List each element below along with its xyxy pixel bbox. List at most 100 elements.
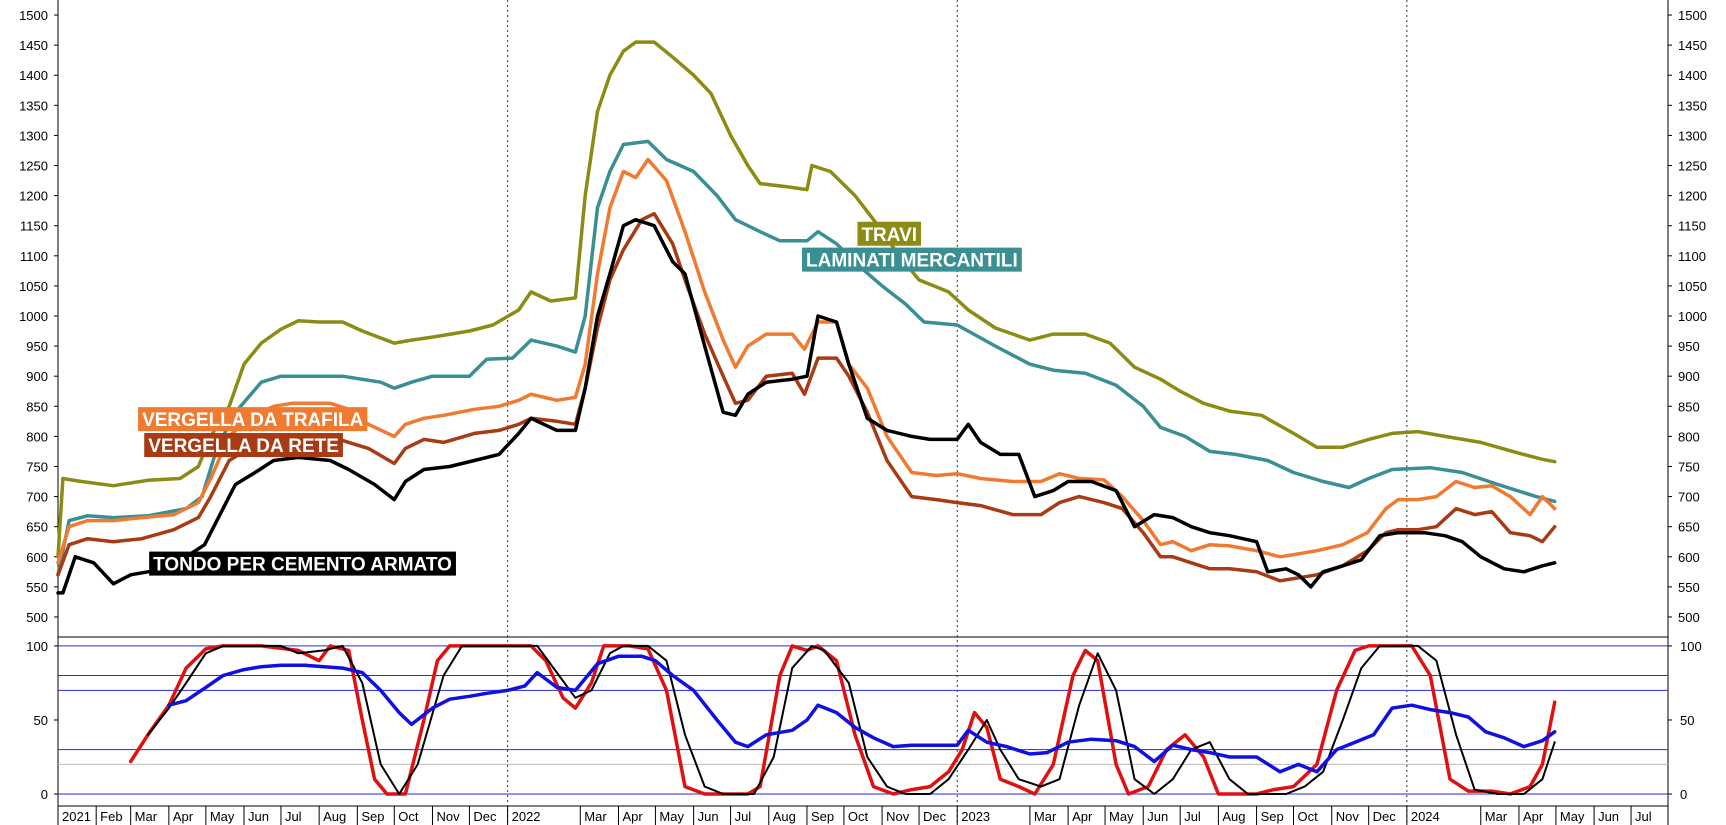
indicator-panel-y-axis: 0 0 50 50 100 100	[26, 639, 1701, 802]
y-tick-label: 1500	[19, 8, 48, 23]
y-tick-label-right: 1500	[1678, 8, 1707, 23]
x-tick-label: Mar	[1485, 809, 1508, 824]
y-tick-label: 800	[26, 429, 48, 444]
y-tick-label: 750	[26, 459, 48, 474]
series-label-box	[144, 433, 343, 458]
x-tick-label: Mar	[584, 809, 607, 824]
series-label-text: TRAVI	[861, 225, 917, 246]
series-label-text: VERGELLA DA TRAFILA	[142, 410, 364, 431]
y-tick-label: 1450	[19, 38, 48, 53]
series-label-box	[802, 247, 1022, 272]
y-tick-label: 1350	[19, 98, 48, 113]
indicator-panel-series	[128, 644, 1557, 796]
y-tick-label: 1100	[20, 249, 48, 264]
x-tick-label: Jul	[1635, 809, 1652, 824]
x-tick-label: 2021	[62, 809, 91, 824]
x-tick-label: Apr	[1523, 809, 1544, 824]
series-label-text: VERGELLA DA RETE	[148, 436, 339, 457]
x-tick-label: Jul	[285, 809, 302, 824]
series-label-text: TONDO PER CEMENTO ARMATO	[153, 555, 452, 576]
x-tick-label: Mar	[1034, 809, 1057, 824]
x-tick-label: Jul	[1184, 809, 1201, 824]
x-tick-label: Dec	[923, 809, 947, 824]
series-line-tondo-per-cemento-armato	[56, 217, 1557, 595]
series-label-vergella-da-trafila: VERGELLA DA TRAFILA	[138, 407, 368, 432]
series-line-laminati-mercantili	[56, 139, 1557, 577]
series-line-travi	[56, 40, 1557, 559]
x-tick-label: Jul	[735, 809, 752, 824]
y-tick-label-right: 500	[1678, 610, 1700, 625]
y-tick-label-right: 900	[1678, 369, 1700, 384]
x-tick-label: May	[1560, 809, 1585, 824]
x-tick-label: Feb	[100, 809, 122, 824]
x-tick-label: Sep	[811, 809, 834, 824]
y-tick-label-right: 1250	[1678, 159, 1707, 174]
indicator-y-tick-label-right: 0	[1680, 787, 1687, 802]
y-tick-label-right: 1450	[1678, 38, 1707, 53]
y-tick-label: 1050	[19, 279, 48, 294]
y-tick-label-right: 950	[1678, 339, 1700, 354]
y-tick-label: 550	[26, 580, 48, 595]
main-panel-series-labels: TRAVI LAMINATI MERCANTILI VERGELLA DA TRAF…	[138, 221, 1022, 576]
y-tick-label-right: 850	[1678, 399, 1700, 414]
y-tick-label: 650	[26, 520, 48, 535]
x-tick-label: Apr	[1072, 809, 1093, 824]
x-tick-label: Apr	[622, 809, 643, 824]
x-tick-label: Oct	[398, 809, 419, 824]
x-tick-label: Jun	[698, 809, 719, 824]
x-tick-label: Nov	[886, 809, 910, 824]
x-tick-label: Aug	[773, 809, 796, 824]
x-tick-label: Nov	[436, 809, 460, 824]
y-tick-label-right: 550	[1678, 580, 1700, 595]
indicator-panel-reference-lines	[58, 645, 1668, 795]
y-tick-label: 1150	[20, 219, 48, 234]
x-tick-label: Aug	[323, 809, 346, 824]
series-label-text: LAMINATI MERCANTILI	[806, 251, 1018, 272]
indicator-y-tick-label-right: 100	[1680, 639, 1702, 654]
plot-frame	[57, 0, 1669, 825]
y-tick-label-right: 1350	[1678, 98, 1707, 113]
x-tick-label: Sep	[1261, 809, 1284, 824]
x-tick-label: Dec	[1373, 809, 1397, 824]
y-tick-label-right: 800	[1678, 429, 1700, 444]
main-panel-y-axis: 500 500 550 550 600 600 650 650 700 700 750 750 800 8…	[19, 8, 1707, 625]
y-tick-label-right: 1400	[1678, 68, 1707, 83]
x-tick-label: Aug	[1222, 809, 1245, 824]
y-tick-label-right: 700	[1678, 490, 1700, 505]
series-label-box	[138, 407, 368, 432]
y-tick-label-right: 1000	[1678, 309, 1707, 324]
x-tick-label: 2024	[1411, 809, 1440, 824]
x-tick-label: Nov	[1336, 809, 1360, 824]
indicator-y-tick-label: 0	[41, 787, 48, 802]
y-tick-label: 700	[26, 490, 48, 505]
indicator-line-1	[128, 644, 1557, 796]
series-label-box	[149, 551, 456, 576]
x-tick-label: Oct	[848, 809, 869, 824]
y-tick-label: 950	[26, 339, 48, 354]
x-tick-label: 2023	[961, 809, 990, 824]
x-tick-label: May	[659, 809, 684, 824]
y-tick-label: 1200	[19, 189, 48, 204]
indicator-y-tick-label-right: 50	[1680, 713, 1694, 728]
indicator-y-tick-label: 50	[34, 713, 48, 728]
y-tick-label-right: 1300	[1678, 128, 1707, 143]
y-tick-label-right: 750	[1678, 459, 1700, 474]
x-tick-label: Sep	[361, 809, 384, 824]
indicator-y-tick-label: 100	[26, 639, 48, 654]
y-tick-label: 850	[26, 399, 48, 414]
x-tick-label: Mar	[135, 809, 158, 824]
y-tick-label: 1000	[19, 309, 48, 324]
x-tick-label: Jun	[1147, 809, 1168, 824]
y-tick-label-right: 1200	[1678, 189, 1707, 204]
y-tick-label-right: 1100	[1678, 249, 1706, 264]
x-tick-label: May	[210, 809, 235, 824]
series-label-vergella-da-rete: VERGELLA DA RETE	[144, 433, 343, 458]
y-tick-label-right: 1050	[1678, 279, 1707, 294]
indicator-line-2	[146, 644, 1556, 795]
x-tick-label: Jun	[248, 809, 269, 824]
y-tick-label-right: 1150	[1678, 219, 1706, 234]
y-tick-label: 900	[26, 369, 48, 384]
series-label-laminati-mercantili: LAMINATI MERCANTILI	[802, 247, 1022, 272]
x-tick-label: Jun	[1598, 809, 1619, 824]
y-tick-label-right: 600	[1678, 550, 1700, 565]
